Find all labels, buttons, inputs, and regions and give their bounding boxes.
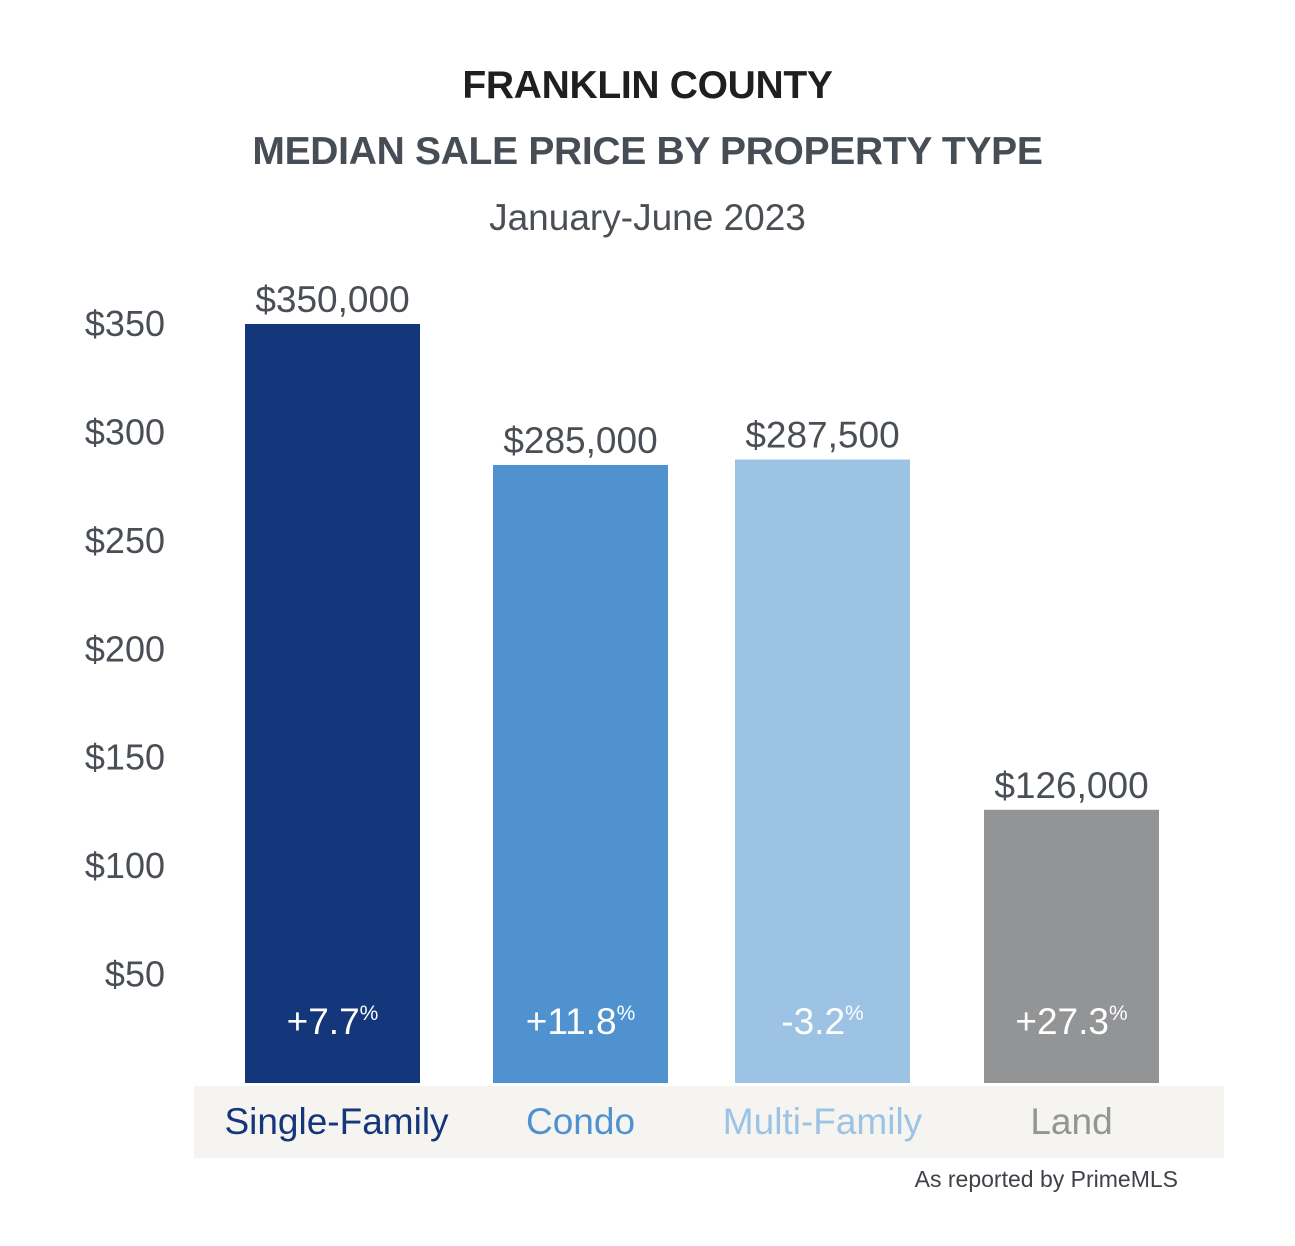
chart-subtitle: MEDIAN SALE PRICE BY PROPERTY TYPE xyxy=(252,130,1043,173)
y-tick-label: $250 xyxy=(85,520,165,561)
bar-value-label: $126,000 xyxy=(994,765,1148,806)
percent-change-label: +7.7% xyxy=(287,1001,379,1042)
bar xyxy=(735,459,910,1083)
y-tick-label: $150 xyxy=(85,737,165,778)
chart-title: FRANKLIN COUNTY xyxy=(462,64,833,107)
percent-change-label: +11.8% xyxy=(526,1001,636,1042)
y-tick-label: $100 xyxy=(85,845,165,886)
bar-value-label: $285,000 xyxy=(503,420,657,461)
percent-change-label: +27.3% xyxy=(1015,1001,1127,1042)
bar xyxy=(984,809,1159,1083)
category-label: Single-Family xyxy=(224,1101,449,1142)
bar-value-label: $350,000 xyxy=(255,279,409,320)
bar-value-label: $287,500 xyxy=(745,415,899,456)
category-band xyxy=(194,1086,1224,1158)
category-label: Multi-Family xyxy=(723,1101,923,1142)
chart-period: January-June 2023 xyxy=(489,197,806,238)
category-label: Land xyxy=(1030,1101,1112,1142)
source-note: As reported by PrimeMLS xyxy=(914,1166,1178,1192)
y-tick-label: $350 xyxy=(85,303,165,344)
percent-change-label: -3.2% xyxy=(781,1001,863,1042)
category-label: Condo xyxy=(526,1101,635,1142)
bar xyxy=(493,464,668,1083)
bar xyxy=(245,324,420,1083)
y-tick-label: $200 xyxy=(85,628,165,669)
y-tick-label: $300 xyxy=(85,411,165,452)
y-tick-label: $50 xyxy=(105,954,165,995)
